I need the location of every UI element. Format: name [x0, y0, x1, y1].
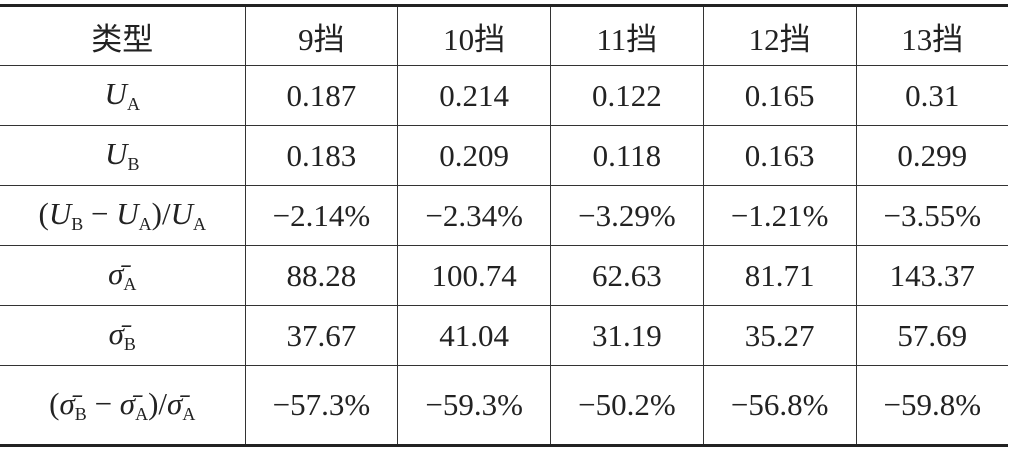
value-cell: −57.3%	[244, 365, 398, 446]
row-label: σ̄A	[0, 246, 245, 306]
label-symbol: U	[170, 196, 193, 231]
table-row: UB 0.183 0.209 0.118 0.163 0.299	[0, 125, 1008, 186]
data-table: 类型 9挡 10挡 11挡 12挡 13挡 UA 0.187 0.214 0.122 0.165 0…	[0, 4, 1008, 447]
value-cell: 57.69	[855, 305, 1008, 366]
table-row: UA 0.187 0.214 0.122 0.165 0.31	[0, 65, 1008, 126]
value-cell: 0.214	[397, 65, 551, 126]
table-row: σ̄A 88.28 100.74 62.63 81.71 143.37	[0, 245, 1008, 306]
label-symbol: σ̄	[119, 385, 136, 421]
label-subscript: B	[127, 154, 140, 174]
header-cell: 11挡	[550, 5, 704, 66]
value-cell: −2.34%	[397, 185, 551, 246]
value-cell: 0.299	[855, 125, 1008, 186]
row-label: UB	[0, 126, 245, 186]
row-label: UA	[0, 66, 245, 126]
table-header: 类型 9挡 10挡 11挡 12挡 13挡	[0, 5, 1008, 66]
table-body: UA 0.187 0.214 0.122 0.165 0.31 UB 0.183 0.209 0.…	[0, 65, 1008, 446]
label-subscript: A	[192, 214, 206, 234]
value-cell: 0.118	[550, 125, 704, 186]
table-row: σ̄B 37.67 41.04 31.19 35.27 57.69	[0, 305, 1008, 366]
header-cell: 13挡	[855, 5, 1008, 66]
value-cell: 0.183	[244, 125, 398, 186]
value-cell: 62.63	[550, 245, 704, 306]
value-cell: 88.28	[244, 245, 398, 306]
label-subscript: B	[74, 403, 87, 424]
label-symbol: σ̄	[108, 256, 124, 291]
table-row: (UB − UA)/UA −2.14% −2.34% −3.29% −1.21% −3.5…	[0, 185, 1008, 246]
label-symbol: σ̄	[59, 385, 75, 421]
value-cell: 41.04	[397, 305, 551, 366]
value-cell: −3.55%	[855, 185, 1008, 246]
label-symbol: U	[104, 76, 127, 111]
value-cell: −56.8%	[702, 365, 856, 446]
value-cell: 0.209	[397, 125, 551, 186]
header-cell: 类型	[91, 21, 154, 57]
value-cell: 35.27	[702, 305, 856, 366]
value-cell: 0.165	[702, 65, 856, 126]
label-text: −	[86, 385, 120, 421]
label-subscript: A	[123, 274, 137, 294]
value-cell: 100.74	[397, 245, 551, 306]
value-cell: 0.31	[855, 65, 1008, 126]
label-symbol: σ̄	[108, 316, 124, 351]
row-label: (σ̄B − σ̄A)/σ̄A	[0, 366, 245, 446]
label-subscript: B	[123, 334, 136, 354]
label-symbol: U	[116, 196, 139, 231]
value-cell: 37.67	[244, 305, 398, 366]
value-cell: −59.8%	[855, 365, 1008, 446]
header-row: 类型 9挡 10挡 11挡 12挡 13挡	[0, 5, 1008, 66]
value-cell: 31.19	[550, 305, 704, 366]
value-cell: 81.71	[702, 245, 856, 306]
label-text: (	[49, 385, 60, 421]
label-subscript: A	[182, 403, 196, 424]
header-cell: 9挡	[244, 5, 398, 66]
value-cell: −3.29%	[550, 185, 704, 246]
value-cell: 143.37	[855, 245, 1008, 306]
label-symbol: U	[48, 196, 72, 231]
label-text: )/	[151, 196, 171, 231]
label-text: )/	[148, 385, 168, 421]
label-text: −	[83, 196, 117, 231]
row-label: σ̄B	[0, 306, 245, 366]
header-cell: 12挡	[702, 5, 856, 66]
label-symbol: U	[105, 136, 128, 171]
value-cell: 0.187	[244, 65, 398, 126]
value-cell: −50.2%	[550, 365, 704, 446]
table-row: (σ̄B − σ̄A)/σ̄A −57.3% −59.3% −50.2% −56.8% −…	[0, 365, 1008, 446]
value-cell: −59.3%	[397, 365, 551, 446]
label-subscript: A	[126, 94, 140, 114]
value-cell: −1.21%	[702, 185, 856, 246]
label-subscript: B	[71, 214, 84, 234]
value-cell: −2.14%	[244, 185, 398, 246]
label-subscript: A	[135, 403, 149, 424]
label-subscript: A	[138, 214, 152, 234]
row-label: (UB − UA)/UA	[0, 186, 245, 246]
label-symbol: σ̄	[167, 385, 183, 421]
value-cell: 0.122	[550, 65, 704, 126]
value-cell: 0.163	[702, 125, 856, 186]
label-text: (	[38, 196, 49, 231]
header-cell: 10挡	[397, 5, 551, 66]
